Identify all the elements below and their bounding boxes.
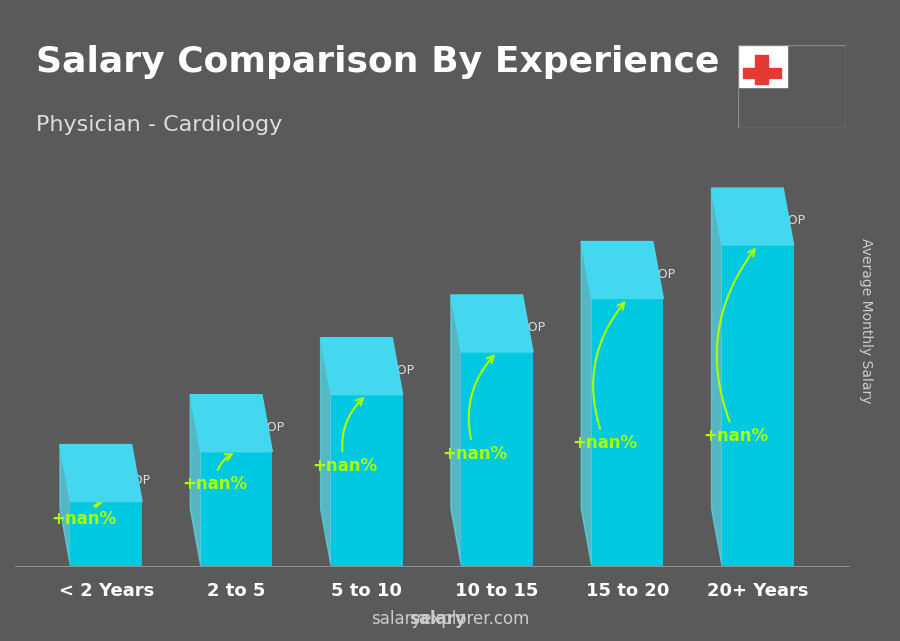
Text: Physician - Cardiology: Physician - Cardiology xyxy=(36,115,283,135)
Text: salary: salary xyxy=(410,610,466,628)
Bar xyxy=(722,245,794,566)
Text: +nan%: +nan% xyxy=(572,303,638,452)
Polygon shape xyxy=(190,395,273,452)
Polygon shape xyxy=(451,295,533,352)
Polygon shape xyxy=(190,395,201,566)
Polygon shape xyxy=(451,295,462,566)
Bar xyxy=(743,68,781,78)
Text: +nan%: +nan% xyxy=(51,501,117,528)
Text: Average Monthly Salary: Average Monthly Salary xyxy=(859,238,873,403)
Bar xyxy=(738,45,787,87)
Polygon shape xyxy=(320,338,402,395)
Polygon shape xyxy=(712,188,794,245)
Text: +nan%: +nan% xyxy=(182,454,247,494)
Text: +nan%: +nan% xyxy=(703,249,769,445)
Bar xyxy=(70,501,142,566)
Text: 0 TOP: 0 TOP xyxy=(112,474,150,487)
Text: salaryexplorer.com: salaryexplorer.com xyxy=(371,610,529,628)
Text: +nan%: +nan% xyxy=(443,356,508,463)
Bar xyxy=(201,452,273,566)
Polygon shape xyxy=(320,338,331,566)
Polygon shape xyxy=(712,188,722,566)
Text: +nan%: +nan% xyxy=(312,398,377,475)
Bar xyxy=(462,352,533,566)
Text: Salary Comparison By Experience: Salary Comparison By Experience xyxy=(36,45,719,79)
Text: 0 TOP: 0 TOP xyxy=(377,364,414,377)
Polygon shape xyxy=(581,242,663,299)
Polygon shape xyxy=(60,445,142,501)
Text: 0 TOP: 0 TOP xyxy=(769,214,806,228)
Polygon shape xyxy=(60,445,70,566)
Text: 0 TOP: 0 TOP xyxy=(508,321,544,334)
Bar xyxy=(755,55,768,84)
Text: 0 TOP: 0 TOP xyxy=(638,268,675,281)
Text: 0 TOP: 0 TOP xyxy=(247,421,284,434)
Polygon shape xyxy=(581,242,591,566)
Bar xyxy=(591,299,663,566)
Bar xyxy=(331,395,402,566)
